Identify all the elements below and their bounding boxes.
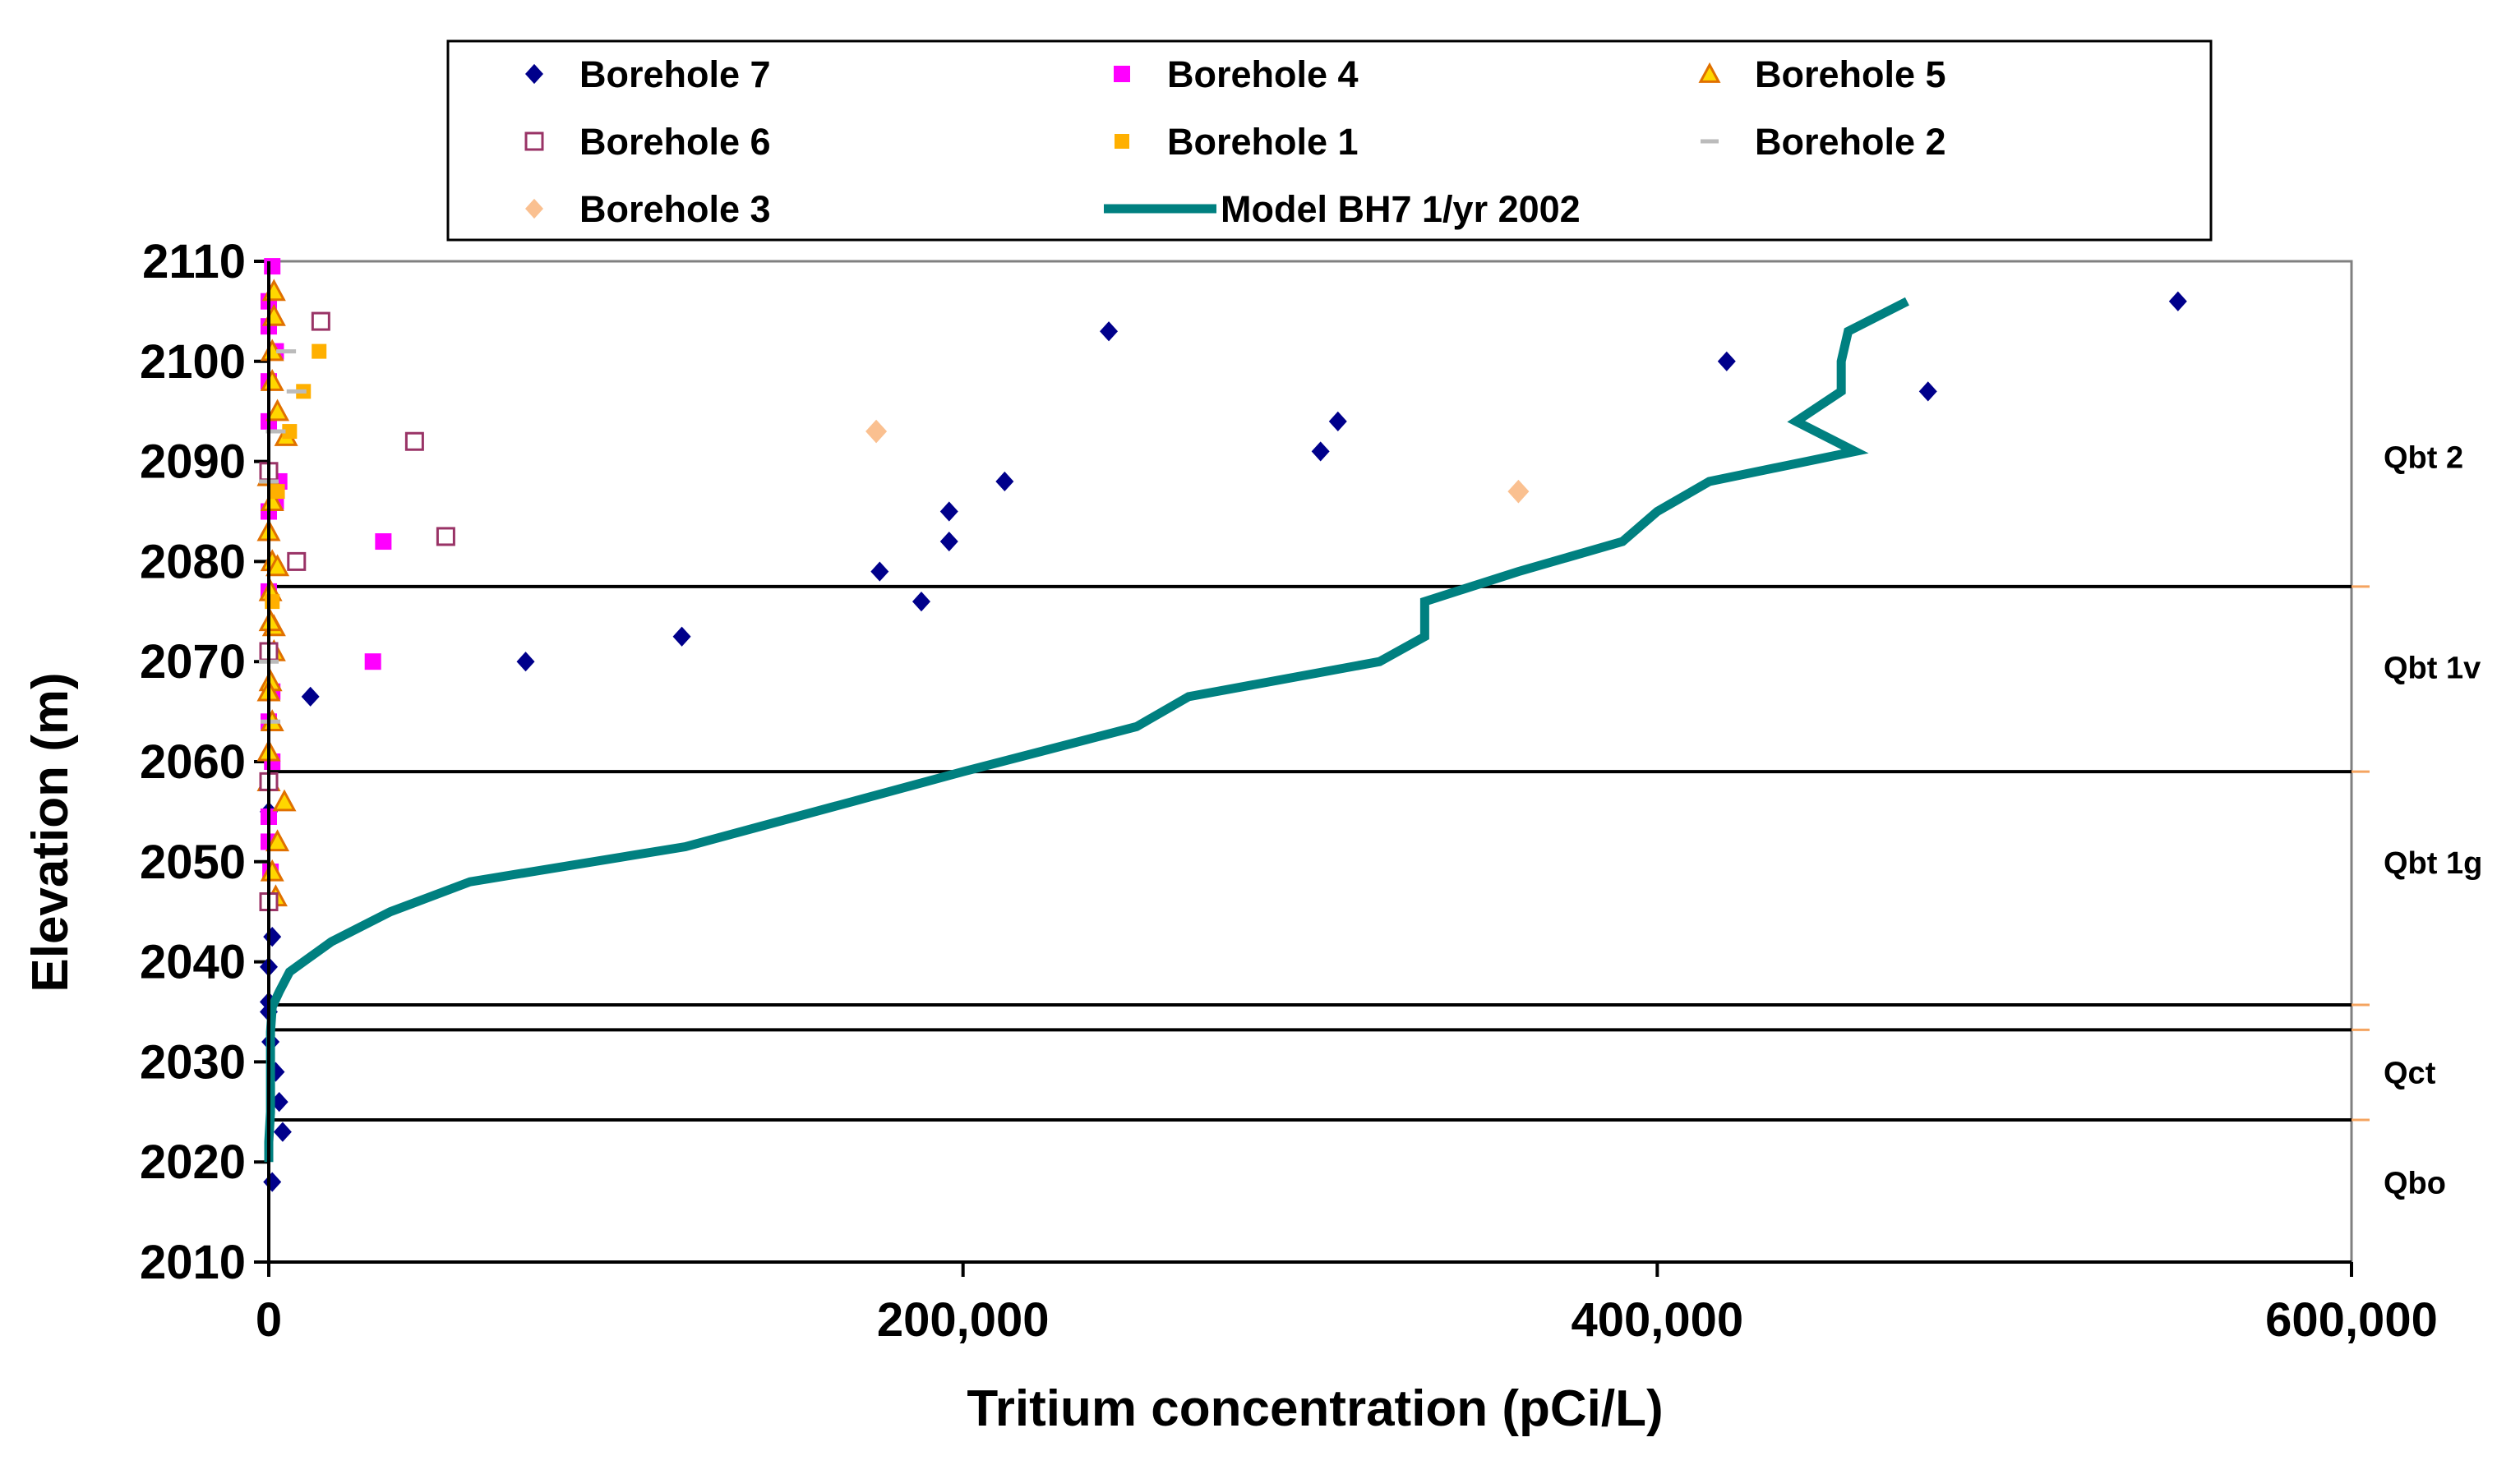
y-tick-label: 2010: [140, 1236, 246, 1289]
legend-marker: [524, 131, 544, 151]
legend-entry-borehole-6: Borehole 6: [524, 121, 771, 163]
borehole-1-point: [265, 594, 280, 610]
y-tick-label: 2040: [140, 936, 246, 989]
borehole-7-point: [870, 561, 889, 582]
y-tick-label: 2080: [140, 535, 246, 588]
borehole-4-point: [264, 258, 281, 275]
borehole-7-point: [995, 471, 1014, 492]
x-axis-ticks: 0 200,000 400,000 600,000: [256, 1262, 2438, 1347]
legend-marker: [525, 198, 543, 219]
y-axis-title: Elevation (m): [22, 672, 79, 992]
y-tick-label: 2050: [140, 836, 246, 889]
legend-marker: [1114, 66, 1130, 82]
legend-entry-borehole-4: Borehole 4: [1114, 53, 1359, 95]
unit-label-qbt-1v: Qbt 1v: [2384, 651, 2481, 685]
legend-label: Model BH7 1/yr 2002: [1221, 188, 1581, 230]
legend-marker: [525, 63, 543, 85]
borehole-7-point: [516, 652, 535, 672]
borehole-7-point: [1918, 381, 1937, 402]
y-tick-label: 2060: [140, 735, 246, 789]
borehole-6-point: [287, 551, 307, 571]
legend-marker: [1698, 62, 1721, 83]
unit-label-qbt-1g: Qbt 1g: [2384, 846, 2482, 881]
borehole-6-point: [311, 311, 330, 331]
legend-entry-model-bh7-1-yr-2002: Model BH7 1/yr 2002: [1104, 188, 1581, 230]
borehole-5-point: [272, 789, 297, 812]
borehole-4-point: [375, 533, 392, 551]
y-tick-label: 2090: [140, 435, 246, 489]
legend-label: Borehole 4: [1167, 53, 1359, 95]
legend-label: Borehole 7: [579, 53, 771, 95]
borehole-6-point: [404, 431, 424, 451]
borehole-3-point: [1507, 479, 1530, 504]
model-line: [264, 297, 1909, 1163]
x-tick-label: 400,000: [1572, 1293, 1744, 1347]
x-tick-label: 600,000: [2265, 1293, 2438, 1347]
borehole-7-point: [939, 501, 958, 522]
y-tick-label: 2070: [140, 635, 246, 689]
legend-label: Borehole 2: [1755, 121, 1946, 163]
borehole-5-point: [265, 554, 290, 577]
borehole-7-point: [1717, 351, 1736, 371]
legend-entry-borehole-1: Borehole 1: [1115, 121, 1359, 163]
borehole-7-point: [2168, 291, 2187, 311]
y-axis-ticks: 2010 2020 2030 2040 2050 2060 2070 2080 2090 2100…: [140, 235, 269, 1289]
legend-entry-borehole-3: Borehole 3: [525, 188, 771, 230]
y-tick-label: 2100: [140, 335, 246, 389]
borehole-7-point: [1100, 321, 1119, 342]
unit-labels: Qbt 2 Qbt 1v Qbt 1g Qct Qbo: [2384, 441, 2482, 1201]
x-tick-label: 0: [256, 1293, 282, 1347]
legend-entry-borehole-5: Borehole 5: [1698, 53, 1946, 95]
borehole-7-point: [939, 531, 958, 552]
y-tick-label: 2030: [140, 1035, 246, 1089]
x-axis-title: Tritium concentration (pCi/L): [967, 1380, 1663, 1437]
series-borehole-3: [865, 419, 1530, 504]
borehole-7-point: [672, 626, 691, 647]
legend-label: Borehole 5: [1755, 53, 1946, 95]
unit-label-qct: Qct: [2384, 1057, 2436, 1091]
unit-boundaries: [269, 584, 2370, 1122]
borehole-7-point: [1311, 441, 1330, 462]
unit-label-qbo: Qbo: [2384, 1167, 2446, 1201]
legend-label: Borehole 1: [1167, 121, 1359, 163]
legend-entry-borehole-2: Borehole 2: [1701, 121, 1946, 163]
borehole-7-point: [912, 592, 930, 612]
borehole-7-point: [273, 1122, 292, 1142]
unit-label-qbt-2: Qbt 2: [2384, 441, 2463, 476]
legend-marker: [1115, 134, 1129, 149]
borehole-3-point: [865, 419, 888, 444]
borehole-5-point: [265, 829, 290, 852]
legend-box: [446, 39, 2213, 242]
borehole-1-point: [270, 484, 285, 500]
borehole-7-point: [1328, 411, 1347, 431]
borehole-5-point: [265, 398, 290, 422]
borehole-5-point: [258, 609, 283, 632]
y-tick-label: 2020: [140, 1136, 246, 1189]
legend-label: Borehole 6: [579, 121, 771, 163]
series-model-bh7-1-yr-2002: [264, 297, 1909, 1163]
borehole-4-point: [364, 653, 381, 670]
borehole-1-point: [282, 424, 298, 440]
borehole-7-point: [301, 686, 320, 707]
legend-entry-borehole-7: Borehole 7: [525, 53, 771, 95]
borehole-6-point: [436, 527, 455, 546]
borehole-1-point: [312, 343, 327, 359]
legend: Borehole 7 Borehole 4 Borehole 5 Borehole 6…: [446, 39, 2213, 242]
legend-label: Borehole 3: [579, 188, 771, 230]
plot-area: [267, 260, 2353, 1264]
y-tick-label: 2110: [142, 235, 246, 288]
x-tick-label: 200,000: [877, 1293, 1050, 1347]
